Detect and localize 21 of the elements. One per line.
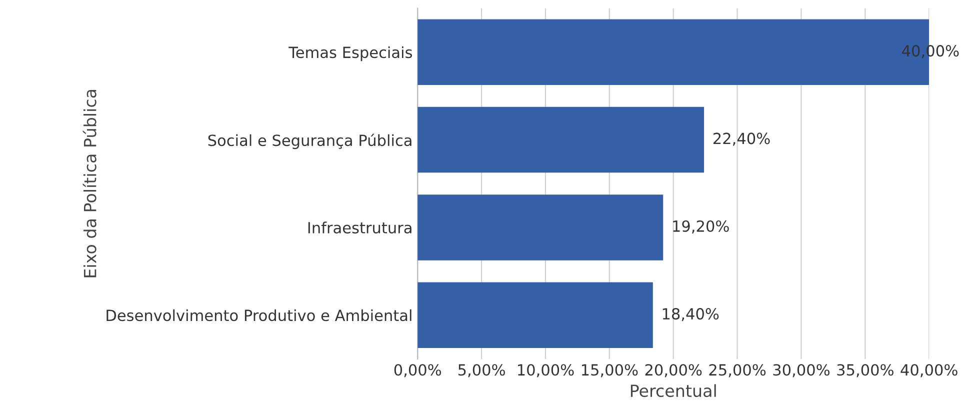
- x-axis-title: Percentual: [630, 384, 716, 398]
- data-label: 19,20%: [673, 220, 729, 234]
- bar: [418, 282, 653, 348]
- x-tick-label: 0,00%: [394, 364, 442, 378]
- x-tick-label: 15,00%: [582, 364, 638, 378]
- data-label: 18,40%: [662, 308, 719, 322]
- x-tick-label: 30,00%: [773, 364, 830, 378]
- y-tick-label: Temas Especiais: [288, 46, 412, 62]
- x-tick-label: 5,00%: [458, 364, 505, 378]
- y-tick-label: Desenvolvimento Produtivo e Ambiental: [106, 309, 412, 322]
- data-label: 22,40%: [713, 132, 770, 146]
- x-tick-label: 40,00%: [900, 364, 958, 378]
- x-tick-label: 10,00%: [518, 364, 574, 378]
- x-tick-label: 25,00%: [709, 364, 766, 378]
- y-tick-label: Infraestrutura: [308, 222, 412, 234]
- y-axis-title: Eixo da Política Pública: [82, 90, 96, 278]
- y-tick-label: Social e Segurança Pública: [208, 134, 412, 150]
- bar: [418, 194, 664, 260]
- bar: [418, 106, 704, 173]
- x-tick-label: 20,00%: [645, 364, 702, 378]
- x-tick-label: 35,00%: [837, 364, 894, 378]
